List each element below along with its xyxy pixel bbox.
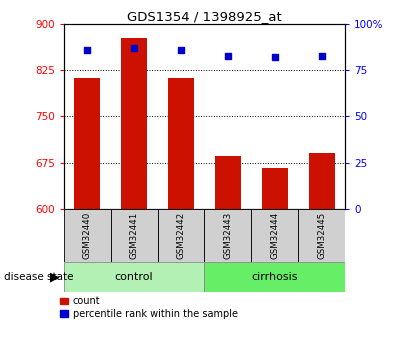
Text: GSM32443: GSM32443 xyxy=(224,212,233,259)
Point xyxy=(84,47,90,53)
Text: GSM32444: GSM32444 xyxy=(270,212,279,259)
Text: GSM32442: GSM32442 xyxy=(176,212,185,259)
Bar xyxy=(157,209,205,262)
Bar xyxy=(74,78,100,209)
Bar xyxy=(205,209,252,262)
Bar xyxy=(298,209,345,262)
Point xyxy=(272,55,278,60)
Point xyxy=(178,47,184,53)
Point xyxy=(131,46,137,51)
Text: control: control xyxy=(115,272,153,282)
Bar xyxy=(309,153,335,209)
Bar xyxy=(64,209,111,262)
Text: ▶: ▶ xyxy=(50,270,60,283)
Text: GSM32440: GSM32440 xyxy=(83,212,92,259)
Point xyxy=(319,53,325,58)
Text: disease state: disease state xyxy=(4,272,74,282)
Legend: count, percentile rank within the sample: count, percentile rank within the sample xyxy=(60,296,238,319)
Point xyxy=(225,53,231,58)
Bar xyxy=(205,262,345,292)
Text: GSM32445: GSM32445 xyxy=(317,212,326,259)
Bar xyxy=(111,209,157,262)
Bar xyxy=(252,209,298,262)
Text: cirrhosis: cirrhosis xyxy=(252,272,298,282)
Bar xyxy=(215,156,241,209)
Bar xyxy=(262,168,288,209)
Bar xyxy=(168,78,194,209)
Text: GSM32441: GSM32441 xyxy=(129,212,139,259)
Title: GDS1354 / 1398925_at: GDS1354 / 1398925_at xyxy=(127,10,282,23)
Bar xyxy=(64,262,204,292)
Bar xyxy=(121,38,147,209)
